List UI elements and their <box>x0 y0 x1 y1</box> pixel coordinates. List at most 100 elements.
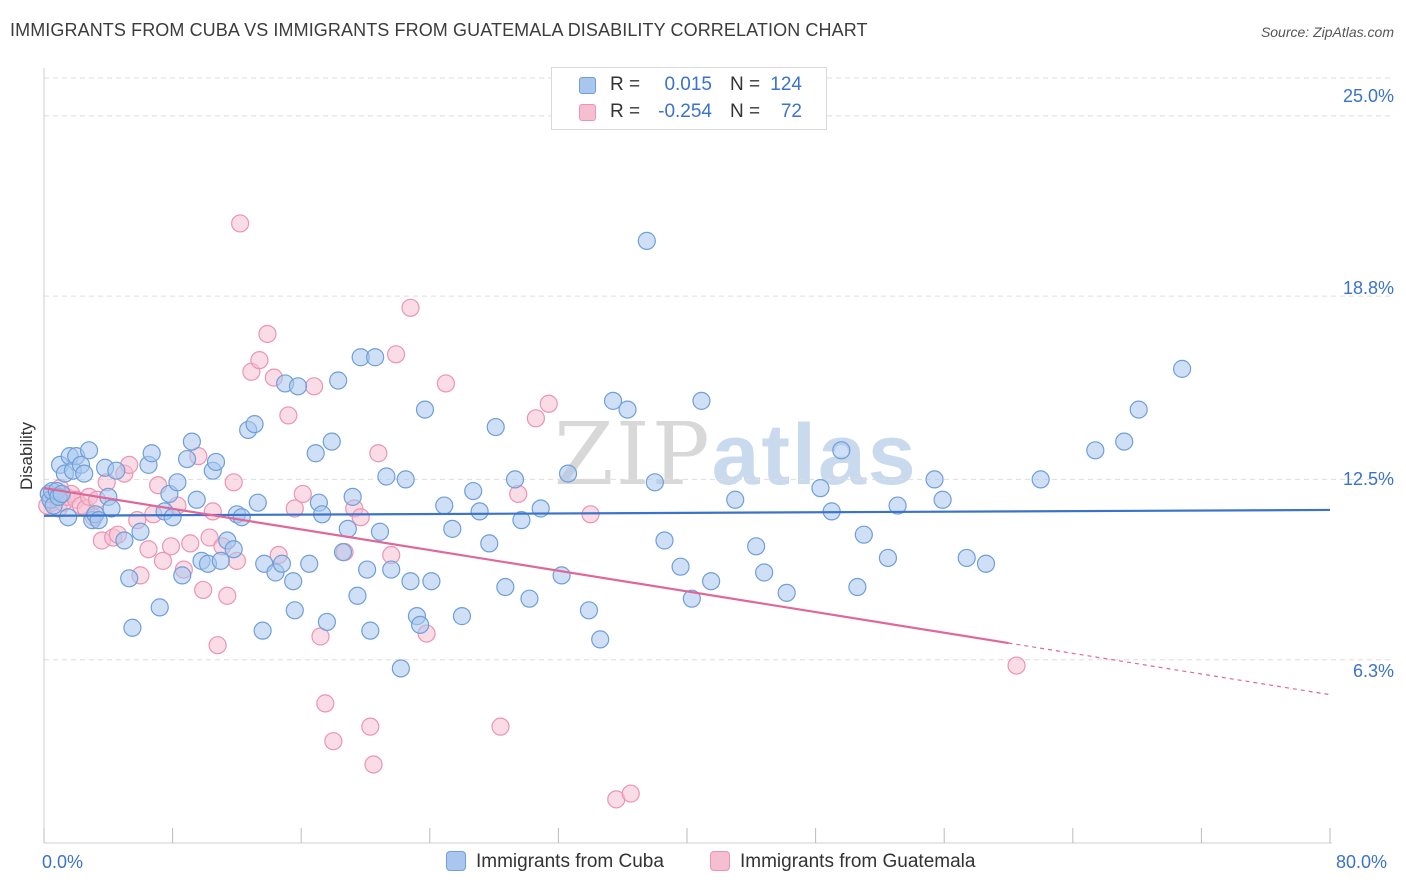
guatemala-point <box>364 755 383 774</box>
guatemala-point <box>218 586 237 605</box>
cuba-point <box>329 371 348 390</box>
cuba-point <box>878 548 898 568</box>
cuba-point <box>142 444 161 463</box>
n-label: N = <box>730 74 761 95</box>
guatemala-point <box>153 551 173 570</box>
cuba-point <box>411 615 430 634</box>
r-value: 0.015 <box>664 74 712 95</box>
cuba-legend-label: Immigrants from Cuba <box>476 851 664 872</box>
cuba-point <box>464 481 483 501</box>
cuba-point <box>206 452 226 472</box>
guatemala-swatch <box>579 104 596 121</box>
guatemala-point <box>1007 656 1026 675</box>
guatemala-point <box>401 298 420 317</box>
cuba-point <box>177 449 197 469</box>
legend-row-cuba: R = 0.015 N = 124 <box>552 73 826 99</box>
cuba-point <box>285 601 304 620</box>
guatemala-point <box>526 409 545 428</box>
watermark: ZIPatlas <box>554 405 918 505</box>
cuba-point <box>422 572 441 591</box>
guatemala-point <box>316 694 335 713</box>
guatemala-point <box>436 374 455 393</box>
guatemala-point <box>200 528 219 547</box>
cuba-point <box>637 231 656 250</box>
cuba-point <box>848 577 867 597</box>
cuba-point <box>512 511 531 530</box>
cuba-point <box>348 586 367 605</box>
cuba-point <box>288 377 308 396</box>
cuba-point <box>391 659 410 678</box>
cuba-point <box>115 531 134 550</box>
cuba-point <box>976 554 996 573</box>
cuba-point <box>702 572 721 591</box>
cuba-point <box>618 400 637 419</box>
cuba-point <box>366 348 385 367</box>
cuba-point <box>123 618 142 637</box>
cuba-point <box>1115 432 1134 451</box>
source-label: Source: ZipAtlas.com <box>1260 24 1394 40</box>
guatemala-point <box>351 508 370 527</box>
cuba-point <box>333 543 353 562</box>
cuba-point <box>317 612 337 632</box>
y-tick-label-25: 25.0% <box>1342 86 1394 106</box>
guatemala-trend-line <box>43 487 1009 645</box>
cuba-point <box>777 583 796 602</box>
cuba-point <box>443 519 462 538</box>
guatemala-point <box>208 636 227 655</box>
guatemala-trend-line-extension <box>1008 642 1331 696</box>
cuba-point <box>163 508 182 527</box>
cuba-point <box>131 522 150 541</box>
guatemala-point <box>304 377 324 396</box>
guatemala-point <box>361 717 380 736</box>
cuba-point <box>933 490 952 509</box>
cuba-point <box>655 531 674 550</box>
guatemala-point <box>250 351 269 370</box>
cuba-point <box>370 522 390 541</box>
cuba-point <box>211 551 230 570</box>
guatemala-point <box>224 473 243 492</box>
guatemala-point <box>231 214 250 233</box>
cuba-point <box>322 432 341 451</box>
cuba-point <box>925 470 944 489</box>
cuba-point <box>52 484 71 504</box>
cuba-point <box>682 589 701 608</box>
guatemala-point <box>181 534 200 553</box>
cuba-point <box>338 519 357 538</box>
guatemala-point <box>491 717 510 736</box>
cuba-point <box>832 441 851 460</box>
legend-row-guatemala: R = -0.254 N = 72 <box>552 100 826 126</box>
guatemala-point <box>621 784 640 803</box>
cuba-point <box>396 470 415 489</box>
guatemala-point <box>386 345 406 364</box>
bottom-legend-cuba: Immigrants from Cuba <box>446 851 664 877</box>
cuba-point <box>107 461 126 480</box>
cuba-point <box>401 572 420 591</box>
y-tick-label-12-5: 12.5% <box>1342 469 1394 489</box>
watermark-zip: ZIP <box>554 405 712 505</box>
bottom-legend-guatemala: Immigrants from Guatemala <box>710 851 975 877</box>
cuba-point <box>377 467 396 486</box>
r-value: -0.254 <box>658 101 712 122</box>
cuba-point <box>382 560 401 579</box>
x-axis-min-label: 0.0% <box>42 852 84 872</box>
cuba-point <box>415 400 435 419</box>
cuba-point <box>854 525 873 544</box>
guatemala-point <box>258 324 277 344</box>
cuba-point <box>603 391 623 410</box>
correlation-legend: R = 0.015 N = 124 R = -0.254 N = 72 <box>551 67 827 130</box>
cuba-point <box>692 391 711 410</box>
cuba-legend-swatch <box>446 851 466 871</box>
y-tick-label-18-8: 18.8% <box>1342 278 1394 298</box>
cuba-point <box>150 598 169 617</box>
x-axis-max-label: 80.0% <box>1336 852 1388 872</box>
cuba-point <box>168 473 187 492</box>
n-value: 72 <box>780 101 802 122</box>
cuba-point <box>59 508 78 527</box>
cuba-point <box>496 577 515 597</box>
cuba-point <box>245 415 264 434</box>
r-label: R = <box>610 101 641 122</box>
cuba-point <box>671 557 690 576</box>
cuba-point <box>187 490 206 509</box>
chart-title: IMMIGRANTS FROM CUBA VS IMMIGRANTS FROM … <box>10 20 868 40</box>
cuba-point <box>272 554 292 573</box>
